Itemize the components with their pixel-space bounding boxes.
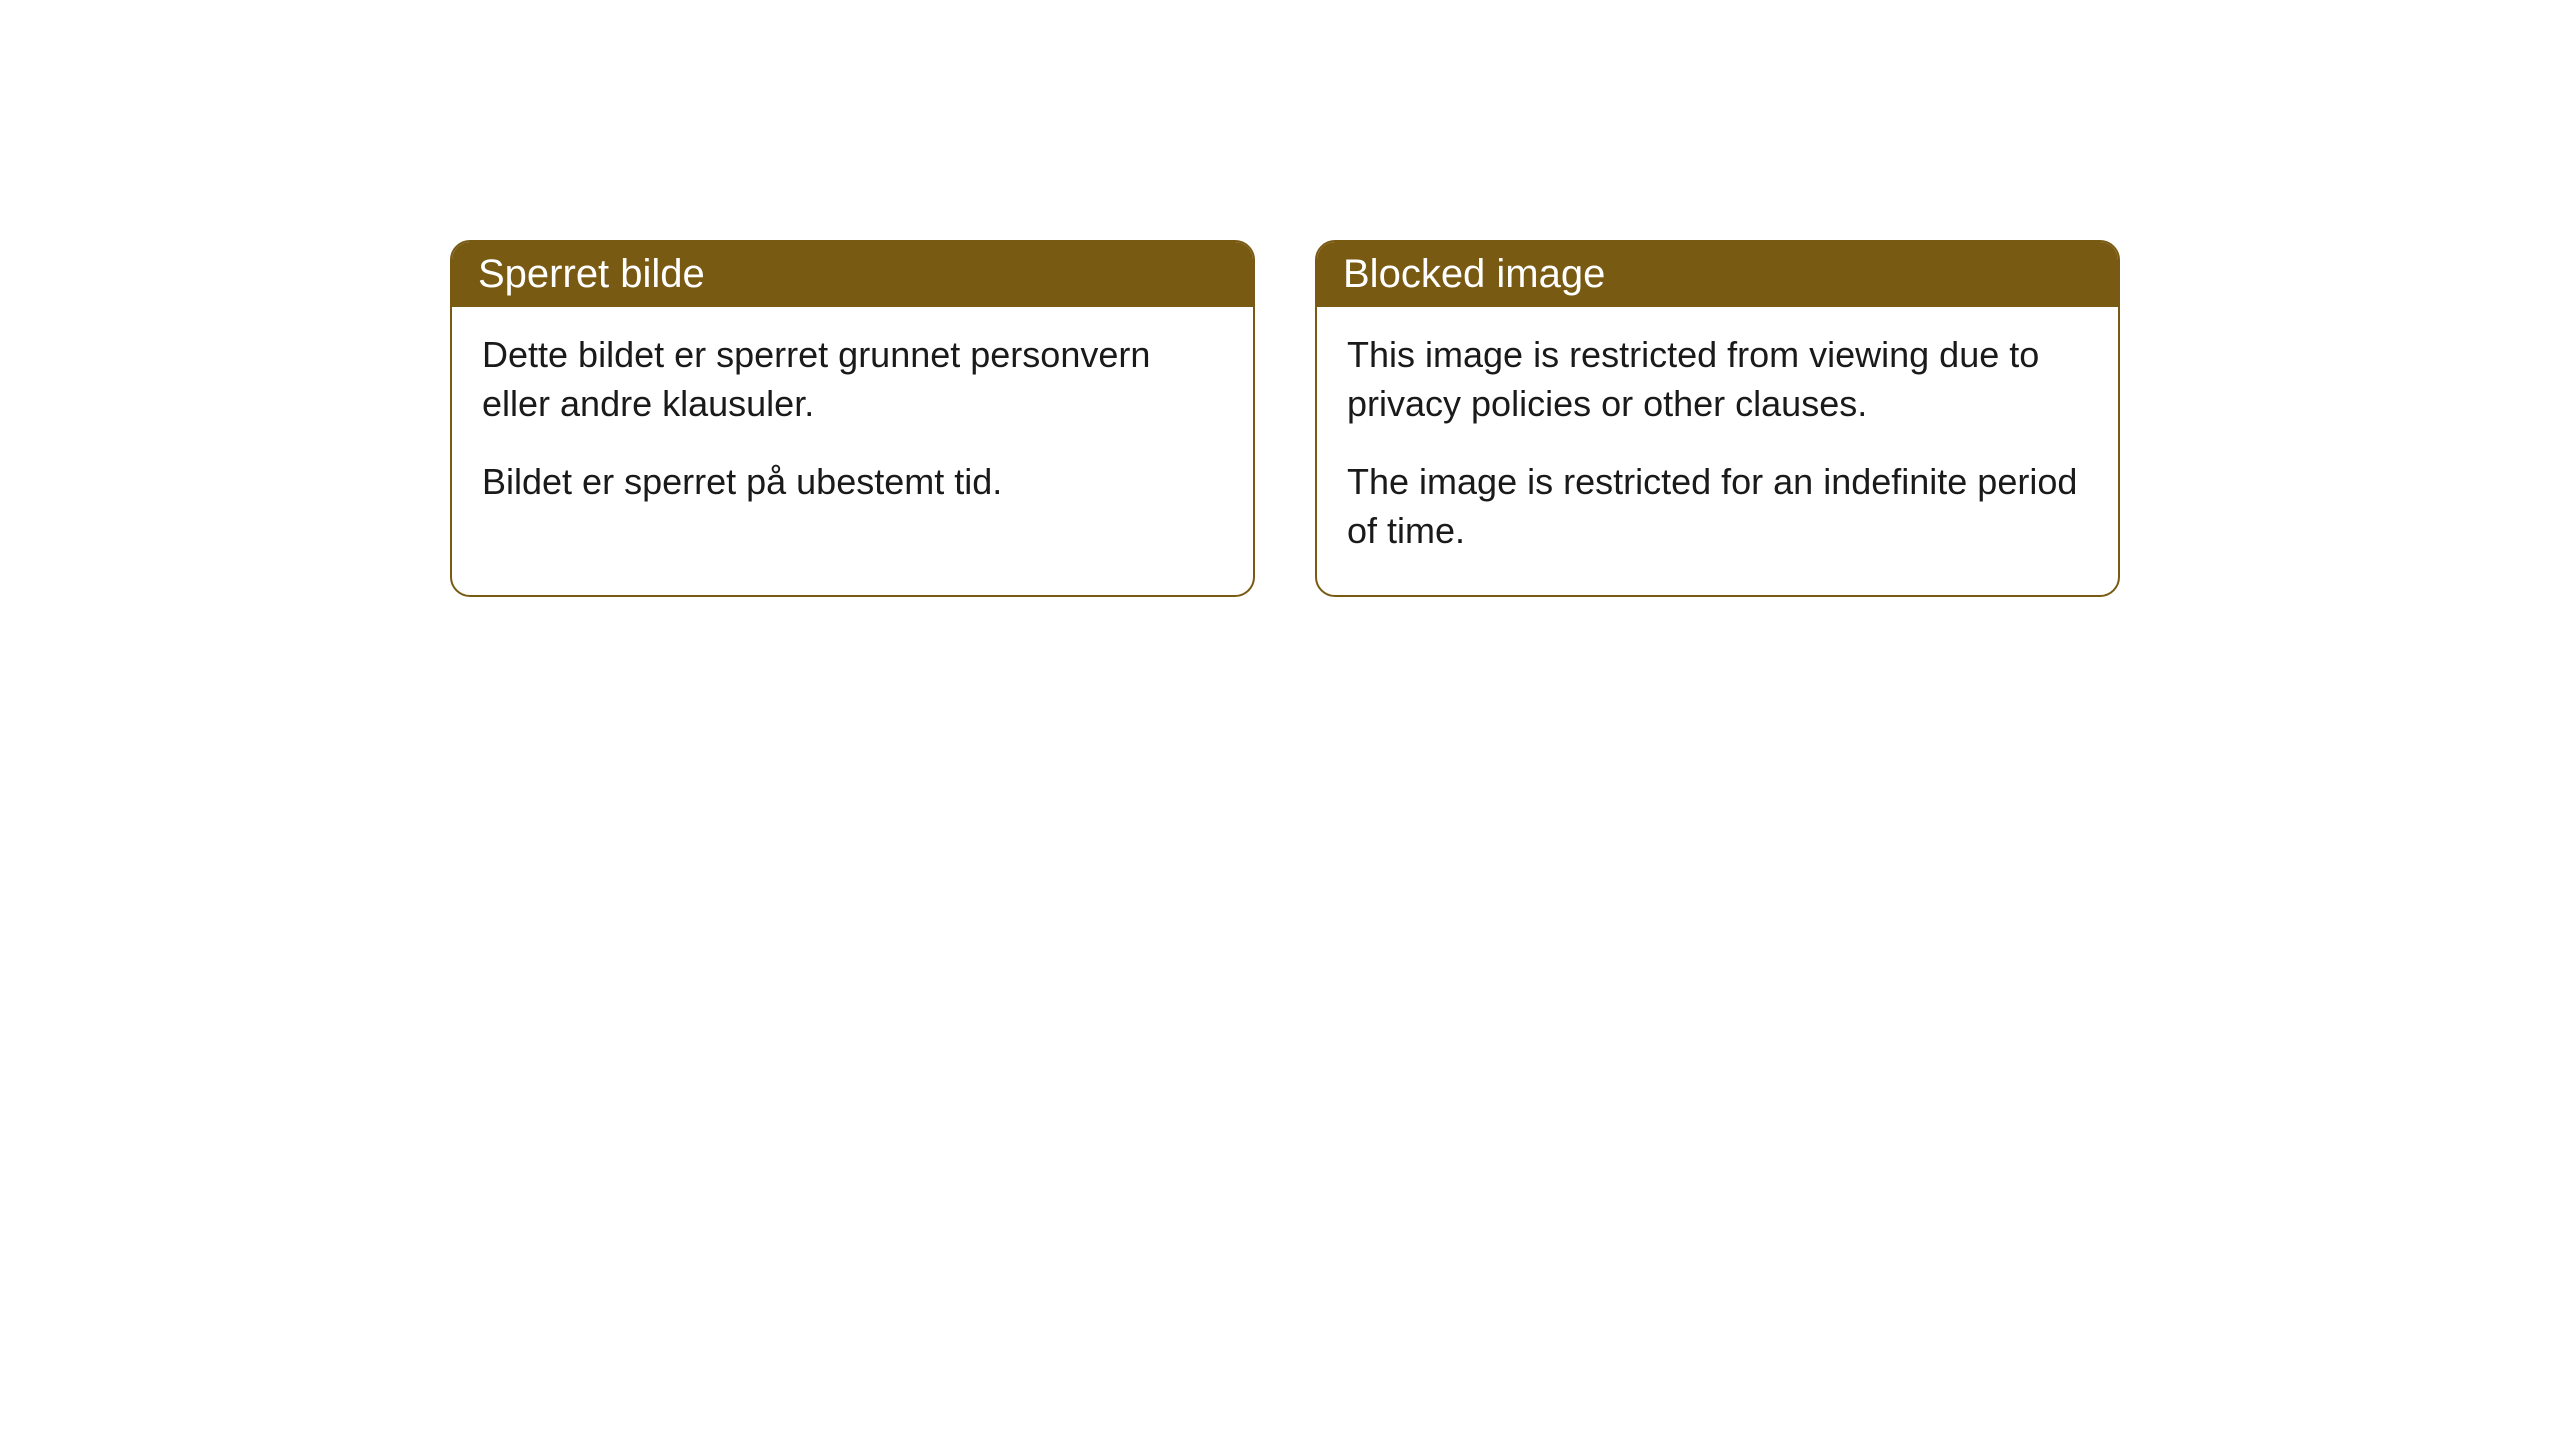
card-paragraph: The image is restricted for an indefinit… — [1347, 458, 2088, 555]
card-body: Dette bildet er sperret grunnet personve… — [452, 307, 1253, 547]
card-paragraph: This image is restricted from viewing du… — [1347, 331, 2088, 428]
cards-container: Sperret bilde Dette bildet er sperret gr… — [450, 240, 2560, 597]
card-header: Blocked image — [1317, 242, 2118, 307]
card-english: Blocked image This image is restricted f… — [1315, 240, 2120, 597]
card-norwegian: Sperret bilde Dette bildet er sperret gr… — [450, 240, 1255, 597]
card-paragraph: Dette bildet er sperret grunnet personve… — [482, 331, 1223, 428]
card-body: This image is restricted from viewing du… — [1317, 307, 2118, 595]
card-paragraph: Bildet er sperret på ubestemt tid. — [482, 458, 1223, 507]
card-header: Sperret bilde — [452, 242, 1253, 307]
